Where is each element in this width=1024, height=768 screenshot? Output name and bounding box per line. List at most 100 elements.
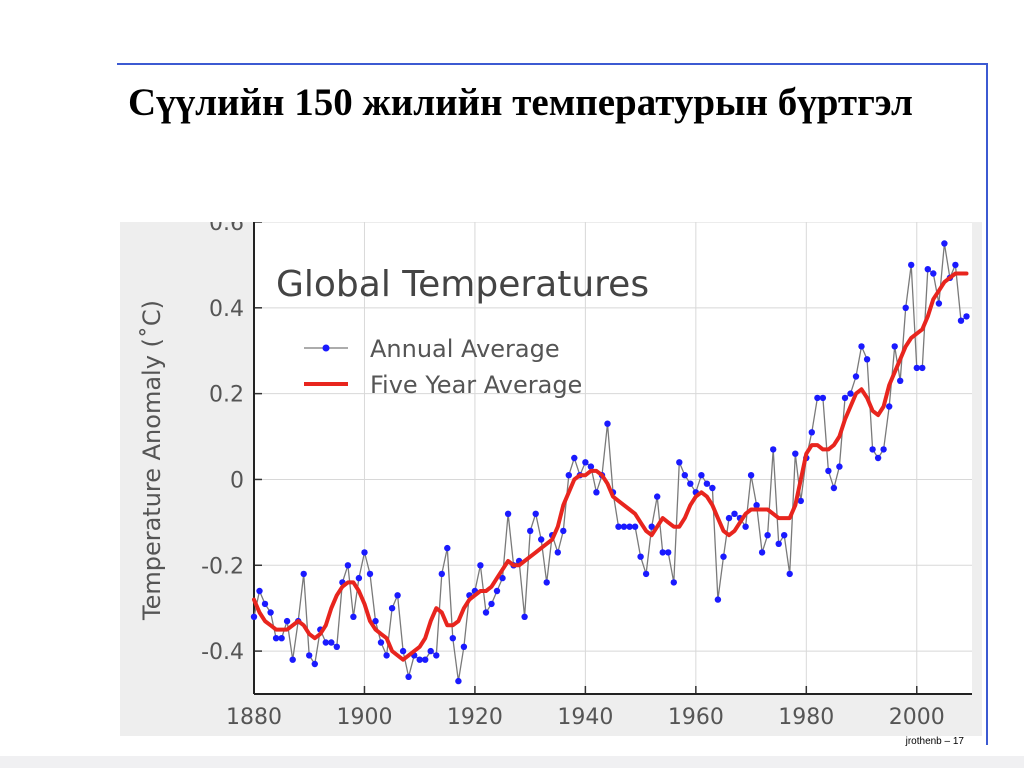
- annual-point: [587, 463, 595, 470]
- annual-point: [869, 446, 876, 453]
- annual-point: [261, 600, 269, 608]
- annual-point: [665, 549, 672, 556]
- annual-point: [908, 261, 915, 269]
- x-tick-label: 1920: [447, 705, 503, 730]
- annual-point: [825, 467, 832, 475]
- temperature-chart: 1880 1900 1920 1940 1960 1980 2000 0.6 0.4 0.2 0 -0…: [120, 222, 982, 736]
- annual-point: [416, 656, 423, 663]
- annual-point: [565, 472, 572, 479]
- legend-annual-label: Annual Average: [370, 335, 560, 363]
- annual-point: [460, 643, 468, 650]
- annual-point: [703, 480, 711, 487]
- annual-point: [543, 579, 550, 586]
- y-tick-label: 0.2: [209, 383, 244, 408]
- annual-point: [698, 472, 705, 479]
- annual-point: [328, 639, 335, 646]
- annual-point: [654, 493, 661, 500]
- annual-point: [941, 240, 948, 247]
- annual-point: [775, 540, 782, 547]
- annual-point: [642, 570, 650, 578]
- annual-point: [792, 450, 799, 457]
- annual-point: [952, 261, 959, 269]
- annual-point: [913, 364, 920, 372]
- annual-point: [786, 570, 793, 578]
- annual-point: [521, 613, 528, 620]
- annual-point: [383, 652, 390, 659]
- annual-point: [372, 617, 379, 625]
- annual-point: [637, 553, 644, 560]
- annual-point: [333, 643, 340, 650]
- annual-point: [935, 300, 943, 307]
- annual-point: [322, 639, 329, 646]
- annual-point: [433, 652, 440, 659]
- annual-point: [874, 454, 882, 462]
- slide-border: [117, 63, 988, 745]
- annual-point: [863, 356, 871, 363]
- annual-point: [499, 574, 506, 582]
- annual-point: [747, 472, 755, 479]
- annual-point: [571, 454, 578, 462]
- annual-average-line: [253, 243, 967, 682]
- annual-point: [620, 523, 628, 530]
- annual-point: [422, 656, 429, 663]
- y-tick-label: -0.4: [201, 640, 244, 665]
- annual-point: [858, 343, 865, 350]
- annual-point: [764, 532, 771, 539]
- annual-point: [394, 592, 401, 599]
- annual-point: [444, 544, 451, 552]
- annual-point: [311, 660, 318, 668]
- x-tick-label: 2000: [889, 705, 945, 730]
- chart-panel: 1880 1900 1920 1940 1960 1980 2000 0.6 0.4 0.2 0 -0…: [120, 222, 982, 736]
- five-year-average-line: [252, 271, 969, 662]
- x-tick-label: 1900: [336, 705, 392, 730]
- annual-point: [742, 523, 749, 530]
- annual-point: [388, 605, 396, 612]
- annual-point: [527, 527, 534, 535]
- annual-point: [808, 429, 815, 436]
- annual-point: [355, 574, 363, 582]
- annual-point: [504, 510, 512, 517]
- annual-point: [963, 313, 970, 320]
- annual-point: [770, 446, 777, 453]
- annual-point: [538, 536, 545, 543]
- annual-point: [847, 390, 854, 397]
- annual-point: [880, 446, 887, 453]
- annual-point: [957, 317, 965, 324]
- annual-point: [676, 459, 683, 466]
- legend-five-year-label: Five Year Average: [370, 371, 582, 399]
- annual-average-points: [250, 240, 970, 685]
- annual-point: [278, 635, 285, 642]
- annual-point: [852, 373, 860, 380]
- annual-point: [709, 484, 716, 492]
- annual-point: [626, 523, 633, 530]
- annual-point: [455, 677, 462, 685]
- legend-annual-marker: [322, 344, 330, 352]
- annual-point: [272, 635, 280, 642]
- x-tick-label: 1880: [226, 705, 282, 730]
- annual-point: [781, 532, 788, 539]
- annual-point: [300, 570, 307, 578]
- annual-point: [814, 394, 821, 402]
- annual-point: [659, 549, 666, 556]
- annual-point: [361, 549, 368, 556]
- grid-lines: [253, 222, 972, 694]
- annual-point: [830, 484, 838, 492]
- annual-point: [593, 489, 600, 496]
- annual-point: [687, 480, 694, 487]
- y-tick-label: 0.4: [209, 297, 244, 322]
- annual-point: [731, 510, 738, 517]
- y-axis-label: Temperature Anomaly (˚C): [138, 300, 166, 621]
- annual-point: [930, 270, 937, 277]
- annual-point: [681, 472, 688, 479]
- annual-point: [482, 609, 490, 616]
- annual-point: [902, 304, 909, 311]
- annual-point: [758, 549, 766, 556]
- y-tick-label: 0.6: [209, 222, 244, 236]
- annual-point: [615, 523, 622, 530]
- annual-point: [841, 394, 849, 402]
- annual-point: [886, 403, 893, 410]
- annual-point: [560, 527, 567, 535]
- y-tick-label: 0: [230, 468, 244, 493]
- legend: Annual Average Five Year Average: [304, 335, 582, 399]
- annual-point: [532, 510, 539, 517]
